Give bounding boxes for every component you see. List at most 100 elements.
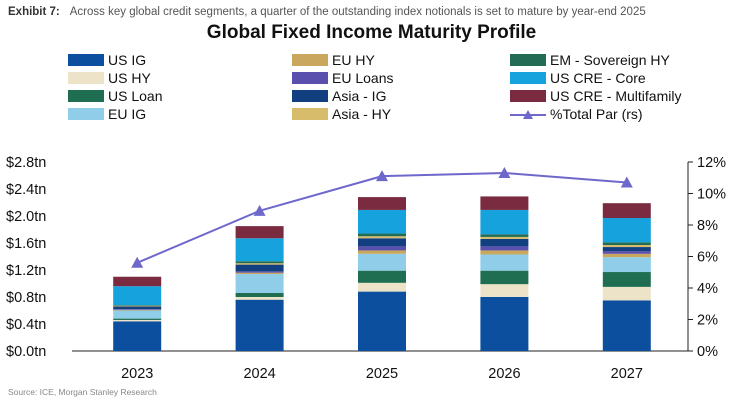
- bar-us-cre-multifamily-2027: [602, 203, 651, 219]
- bar-em-sovereign-hy-2024: [235, 261, 284, 264]
- legend-swatch: [68, 72, 104, 84]
- legend-swatch: [292, 54, 328, 66]
- bar-asia-hy-2024: [235, 263, 284, 265]
- legend-swatch: [292, 72, 328, 84]
- legend-item-em-sovereign-hy: EM - Sovereign HY: [510, 52, 670, 68]
- bar-eu-loans-2025: [358, 246, 406, 251]
- bar-us-loan-2027: [602, 272, 651, 287]
- legend-swatch: [68, 108, 104, 120]
- legend-label: EU Loans: [332, 70, 394, 86]
- total-par-point-2026: [498, 167, 511, 179]
- legend-swatch: [510, 90, 546, 102]
- bar-us-cre-core-2026: [480, 209, 529, 235]
- legend-item-us-cre-core: US CRE - Core: [510, 70, 646, 86]
- bar-us-cre-multifamily-2026: [480, 196, 529, 210]
- y2-tick-label: 12%: [697, 155, 726, 171]
- chart-title: Global Fixed Income Maturity Profile: [206, 22, 537, 43]
- legend-item-us-hy: US HY: [68, 70, 151, 86]
- bar-eu-hy-2024: [235, 272, 284, 275]
- x-tick-label: 2024: [243, 366, 275, 382]
- bar-us-loan-2023: [113, 318, 162, 320]
- legend-swatch: [292, 108, 328, 120]
- bar-eu-hy-2023: [113, 309, 162, 311]
- y2-tick-label: 8%: [697, 218, 718, 234]
- bar-us-cre-core-2025: [358, 209, 406, 234]
- bar-us-hy-2024: [235, 297, 284, 300]
- legend-item-asia-hy: Asia - HY: [292, 106, 391, 122]
- bar-us-loan-2024: [235, 292, 284, 297]
- legend-label: US Loan: [108, 88, 163, 104]
- legend-label: Asia - HY: [332, 106, 392, 122]
- y-tick-label: $1.6tn: [6, 236, 46, 252]
- bar-em-sovereign-hy-2023: [113, 305, 162, 306]
- bar-us-cre-core-2027: [602, 218, 651, 243]
- y2-tick-label: 2%: [697, 313, 718, 329]
- y-tick-label: $2.8tn: [6, 155, 46, 171]
- bar-us-cre-multifamily-2024: [235, 226, 284, 239]
- y-tick-label: $2.0tn: [6, 209, 46, 225]
- y2-tick-label: 4%: [697, 281, 718, 297]
- legend-label: US IG: [108, 52, 147, 68]
- bar-eu-ig-2026: [480, 254, 529, 271]
- bar-asia-hy-2027: [602, 245, 651, 248]
- bar-eu-loans-2027: [602, 251, 651, 254]
- exhibit-caption: Exhibit 7: Across key global credit segme…: [8, 6, 646, 18]
- y-tick-label: $0.8tn: [6, 290, 46, 306]
- bar-asia-hy-2023: [113, 305, 162, 307]
- legend-item-us-cre-multifamily: US CRE - Multifamily: [510, 88, 681, 104]
- legend-swatch: [68, 90, 104, 102]
- legend-swatch: [68, 54, 104, 66]
- bar-us-ig-2027: [602, 300, 651, 351]
- legend-line-swatch: [510, 108, 546, 120]
- bar-us-ig-2025: [358, 291, 406, 351]
- bar-eu-hy-2026: [480, 250, 529, 255]
- y-tick-label: $0.0tn: [6, 344, 46, 360]
- bar-us-ig-2024: [235, 299, 284, 351]
- legend-label: US CRE - Core: [550, 70, 646, 86]
- legend-item-us-loan: US Loan: [68, 88, 162, 104]
- exhibit-text: Across key global credit segments, a qua…: [69, 6, 646, 18]
- legend-item-eu-ig: EU IG: [68, 106, 146, 122]
- bar-eu-loans-2024: [235, 271, 284, 273]
- total-par-point-2023: [131, 256, 144, 268]
- legend-label: US HY: [108, 70, 151, 86]
- bar-us-loan-2026: [480, 270, 529, 285]
- bar-asia-hy-2026: [480, 236, 529, 239]
- total-par-point-2025: [376, 170, 388, 182]
- bar-asia-ig-2026: [480, 238, 529, 247]
- x-tick-label: 2026: [488, 366, 520, 382]
- legend-item-eu-loans: EU Loans: [292, 70, 393, 86]
- legend-label: EU IG: [108, 106, 147, 122]
- bar-us-cre-multifamily-2025: [358, 197, 406, 210]
- bar-em-sovereign-hy-2026: [480, 234, 529, 237]
- bar-asia-hy-2025: [358, 236, 406, 239]
- legend-swatch: [510, 72, 546, 84]
- bar-em-sovereign-hy-2027: [602, 242, 651, 246]
- bar-em-sovereign-hy-2025: [358, 233, 406, 237]
- y2-tick-label: 0%: [697, 344, 718, 360]
- bar-us-hy-2025: [358, 282, 406, 292]
- bar-us-cre-core-2024: [235, 238, 284, 262]
- bar-eu-ig-2025: [358, 253, 406, 271]
- exhibit-label: Exhibit 7:: [8, 6, 60, 18]
- legend-label: Asia - IG: [332, 88, 387, 104]
- bar-us-hy-2026: [480, 284, 529, 297]
- y-tick-label: $0.4tn: [6, 317, 46, 333]
- legend-item-asia-ig: Asia - IG: [292, 88, 386, 104]
- y2-tick-label: 6%: [697, 250, 718, 266]
- legend-swatch: [510, 54, 546, 66]
- x-tick-label: 2025: [366, 366, 398, 382]
- legend-swatch: [292, 90, 328, 102]
- bar-eu-ig-2023: [113, 310, 162, 319]
- bar-asia-ig-2025: [358, 238, 406, 247]
- x-tick-label: 2027: [611, 366, 643, 382]
- total-par-point-2027: [620, 176, 633, 188]
- legend-label: %Total Par (rs): [550, 106, 643, 122]
- bar-eu-ig-2027: [602, 257, 651, 273]
- bar-asia-ig-2024: [235, 264, 284, 272]
- legend-label: EU HY: [332, 52, 375, 68]
- bar-eu-loans-2026: [480, 246, 529, 251]
- bar-us-hy-2023: [113, 319, 162, 322]
- bar-us-ig-2023: [113, 321, 162, 351]
